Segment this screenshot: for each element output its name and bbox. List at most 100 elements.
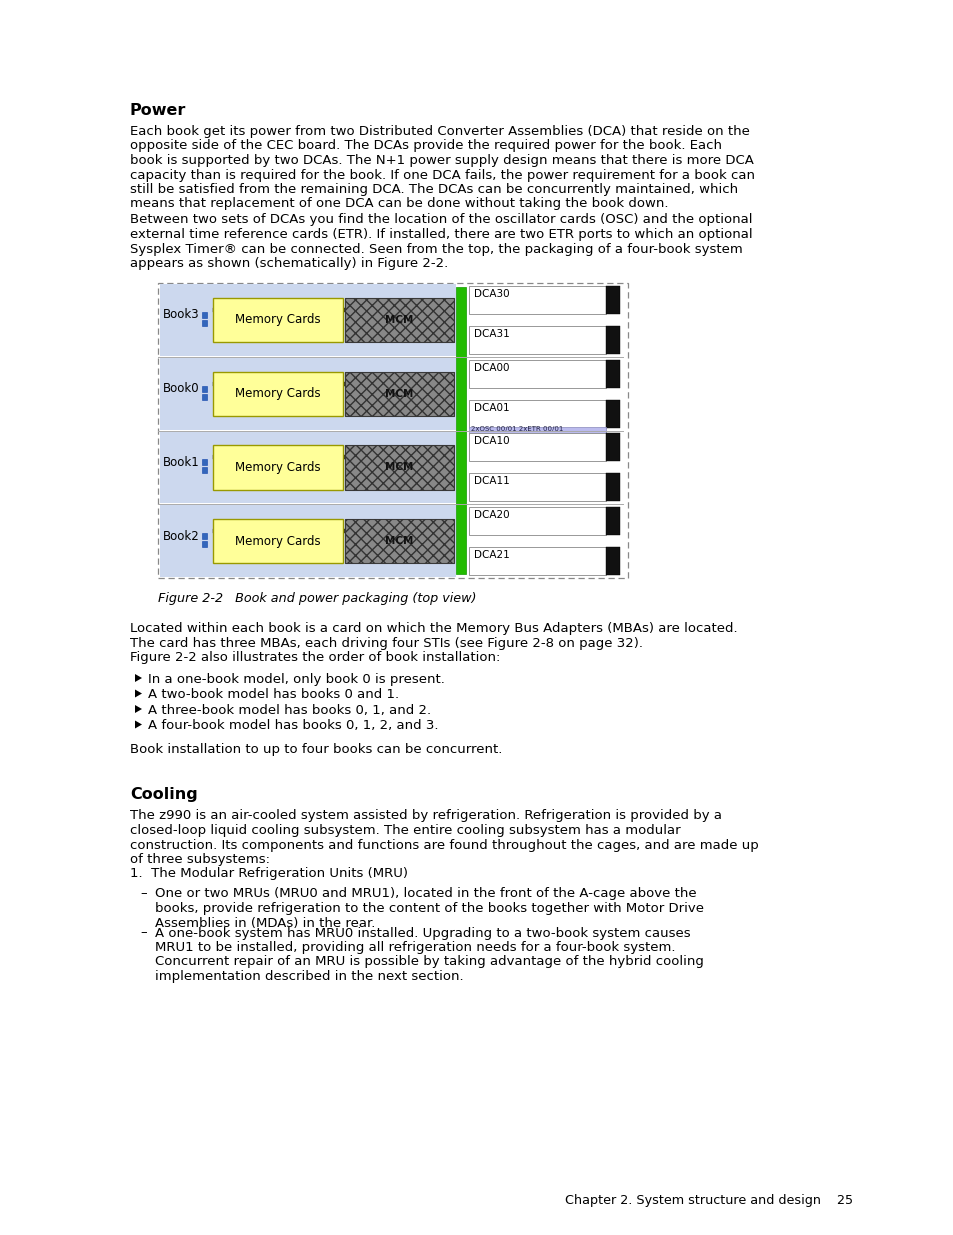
Text: Memory Cards: Memory Cards (235, 314, 320, 326)
Text: Figure 2-2   Book and power packaging (top view): Figure 2-2 Book and power packaging (top… (158, 592, 476, 605)
Text: The z990 is an air-cooled system assisted by refrigeration. Refrigeration is pro: The z990 is an air-cooled system assiste… (130, 809, 721, 823)
Bar (202, 459, 207, 466)
Bar (202, 312, 207, 317)
Bar (605, 326, 619, 353)
Text: Book0: Book0 (163, 382, 199, 395)
Text: of three subsystems:: of three subsystems: (130, 853, 270, 866)
Bar (246, 453, 252, 457)
Bar (262, 379, 268, 384)
Bar (253, 453, 260, 457)
Bar (246, 379, 252, 384)
Bar (246, 527, 252, 531)
Text: opposite side of the CEC board. The DCAs provide the required power for the book: opposite side of the CEC board. The DCAs… (130, 140, 721, 152)
Text: MCM: MCM (385, 315, 414, 325)
Text: Book1: Book1 (163, 456, 199, 469)
Bar (270, 306, 275, 310)
Bar (605, 287, 619, 314)
Bar (345, 298, 454, 342)
Bar (237, 379, 244, 384)
Text: Book2: Book2 (163, 530, 199, 542)
Polygon shape (135, 674, 142, 682)
Text: Concurrent repair of an MRU is possible by taking advantage of the hybrid coolin: Concurrent repair of an MRU is possible … (154, 956, 703, 968)
Text: Sysplex Timer® can be connected. Seen from the top, the packaging of a four-book: Sysplex Timer® can be connected. Seen fr… (130, 242, 742, 256)
Polygon shape (135, 689, 142, 698)
Text: A two-book model has books 0 and 1.: A two-book model has books 0 and 1. (148, 688, 398, 701)
Bar (202, 320, 207, 326)
Bar (160, 505, 456, 577)
Text: A one-book system has MRU0 installed. Upgrading to a two-book system causes: A one-book system has MRU0 installed. Up… (154, 926, 690, 940)
Bar (456, 287, 465, 574)
Bar (213, 298, 343, 342)
Bar (345, 372, 454, 416)
Bar (270, 453, 275, 457)
Text: closed-loop liquid cooling subsystem. The entire cooling subsystem has a modular: closed-loop liquid cooling subsystem. Th… (130, 824, 679, 837)
Bar (213, 372, 343, 416)
Bar (202, 467, 207, 473)
Text: One or two MRUs (MRU0 and MRU1), located in the front of the A-cage above the: One or two MRUs (MRU0 and MRU1), located… (154, 888, 696, 900)
Bar (286, 453, 292, 457)
Text: MCM: MCM (385, 389, 414, 399)
Bar (286, 527, 292, 531)
Text: books, provide refrigeration to the content of the books together with Motor Dri: books, provide refrigeration to the cont… (154, 902, 703, 915)
Text: Memory Cards: Memory Cards (235, 387, 320, 400)
Polygon shape (135, 705, 142, 713)
Bar (277, 379, 284, 384)
Text: Assemblies in (MDAs) in the rear.: Assemblies in (MDAs) in the rear. (154, 916, 375, 930)
Text: MRU1 to be installed, providing all refrigeration needs for a four-book system.: MRU1 to be installed, providing all refr… (154, 941, 675, 953)
Bar (277, 306, 284, 310)
Text: Cooling: Cooling (130, 788, 197, 803)
Text: still be satisfied from the remaining DCA. The DCAs can be concurrently maintain: still be satisfied from the remaining DC… (130, 183, 738, 196)
Bar (286, 306, 292, 310)
Bar (213, 382, 453, 385)
Bar (262, 453, 268, 457)
Text: Memory Cards: Memory Cards (235, 461, 320, 474)
Bar (202, 534, 207, 540)
Text: Located within each book is a card on which the Memory Bus Adapters (MBAs) are l: Located within each book is a card on wh… (130, 622, 737, 635)
Bar (230, 379, 235, 384)
Bar (213, 519, 343, 563)
Bar (270, 527, 275, 531)
Text: Chapter 2. System structure and design    25: Chapter 2. System structure and design 2… (564, 1194, 852, 1207)
Bar (286, 379, 292, 384)
Bar (213, 456, 453, 459)
Bar (237, 453, 244, 457)
Bar (469, 359, 605, 388)
Bar (469, 287, 605, 314)
Bar (605, 547, 619, 576)
Bar (605, 473, 619, 501)
Text: A four-book model has books 0, 1, 2, and 3.: A four-book model has books 0, 1, 2, and… (148, 720, 438, 732)
Text: A three-book model has books 0, 1, and 2.: A three-book model has books 0, 1, and 2… (148, 704, 431, 718)
Bar (246, 306, 252, 310)
Text: Each book get its power from two Distributed Converter Assemblies (DCA) that res: Each book get its power from two Distrib… (130, 125, 749, 138)
Bar (262, 527, 268, 531)
Bar (469, 433, 605, 462)
Bar (202, 385, 207, 391)
Bar (277, 527, 284, 531)
Bar (160, 431, 456, 503)
Bar (202, 394, 207, 400)
Text: means that replacement of one DCA can be done without taking the book down.: means that replacement of one DCA can be… (130, 198, 668, 210)
Text: DCA20: DCA20 (474, 510, 509, 520)
Text: appears as shown (schematically) in Figure 2-2.: appears as shown (schematically) in Figu… (130, 257, 448, 270)
Text: Memory Cards: Memory Cards (235, 535, 320, 547)
Bar (160, 284, 456, 356)
Bar (230, 527, 235, 531)
Text: DCA30: DCA30 (474, 289, 509, 299)
Text: –: – (140, 888, 147, 900)
Text: Book3: Book3 (163, 309, 199, 321)
Bar (345, 446, 454, 489)
Bar (237, 527, 244, 531)
Bar (253, 306, 260, 310)
Text: Figure 2-2 also illustrates the order of book installation:: Figure 2-2 also illustrates the order of… (130, 651, 500, 663)
Bar (605, 400, 619, 427)
Bar (345, 519, 454, 563)
Bar (213, 529, 453, 534)
Text: MCM: MCM (385, 536, 414, 546)
Polygon shape (135, 720, 142, 729)
Bar (469, 473, 605, 501)
Text: capacity than is required for the book. If one DCA fails, the power requirement : capacity than is required for the book. … (130, 168, 754, 182)
Bar (605, 359, 619, 388)
Bar (230, 306, 235, 310)
Text: Power: Power (130, 103, 186, 119)
Text: construction. Its components and functions are found throughout the cages, and a: construction. Its components and functio… (130, 839, 758, 851)
